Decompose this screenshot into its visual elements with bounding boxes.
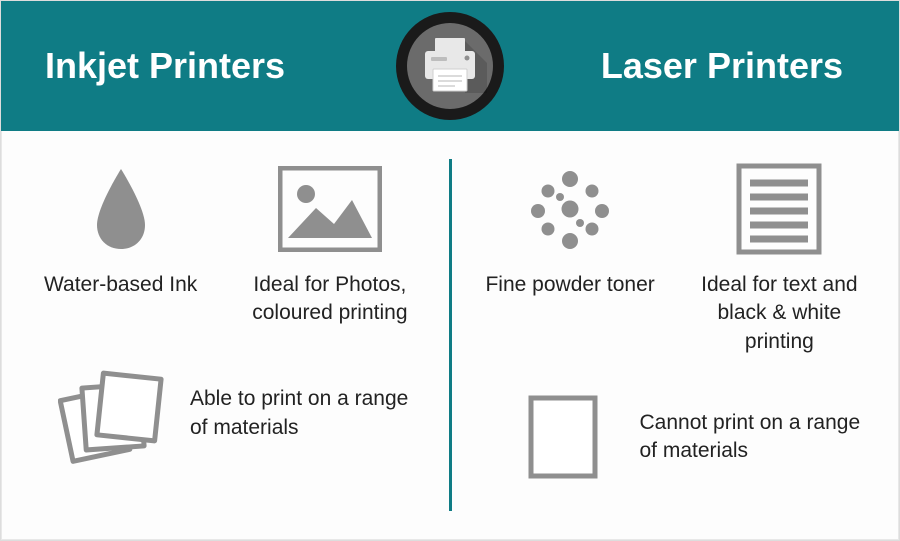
- feature-label: Ideal for text and black & white printin…: [689, 271, 870, 356]
- feature-label: Cannot print on a range of materials: [640, 409, 871, 466]
- photo-icon: [278, 161, 382, 257]
- printer-icon: [395, 11, 505, 121]
- feature-item: Fine powder toner: [480, 161, 661, 356]
- feature-label: Ideal for Photos, coloured printing: [239, 271, 420, 328]
- feature-item: Able to print on a range of materials: [30, 364, 421, 464]
- feature-label: Fine powder toner: [485, 271, 654, 299]
- drop-icon: [89, 161, 153, 257]
- dots-icon: [522, 161, 618, 257]
- feature-item: Ideal for text and black & white printin…: [689, 161, 870, 356]
- text-lines-icon: [736, 161, 822, 257]
- feature-label: Water-based Ink: [44, 271, 197, 299]
- column-laser: Fine powder toner: [452, 131, 899, 539]
- body: Water-based Ink Ideal for Photos, colour…: [1, 131, 899, 540]
- feature-item: Cannot print on a range of materials: [480, 392, 871, 482]
- feature-item: Water-based Ink: [30, 161, 211, 328]
- feature-item: Ideal for Photos, coloured printing: [239, 161, 420, 328]
- comparison-infographic: Inkjet Printers Laser Printers: [0, 0, 900, 541]
- single-page-icon: [508, 392, 618, 482]
- paper-stack-icon: [58, 364, 168, 464]
- header-title-left: Inkjet Printers: [1, 45, 444, 87]
- feature-label: Able to print on a range of materials: [190, 385, 421, 442]
- column-inkjet: Water-based Ink Ideal for Photos, colour…: [2, 131, 449, 539]
- header: Inkjet Printers Laser Printers: [1, 1, 899, 131]
- header-title-right: Laser Printers: [444, 45, 899, 87]
